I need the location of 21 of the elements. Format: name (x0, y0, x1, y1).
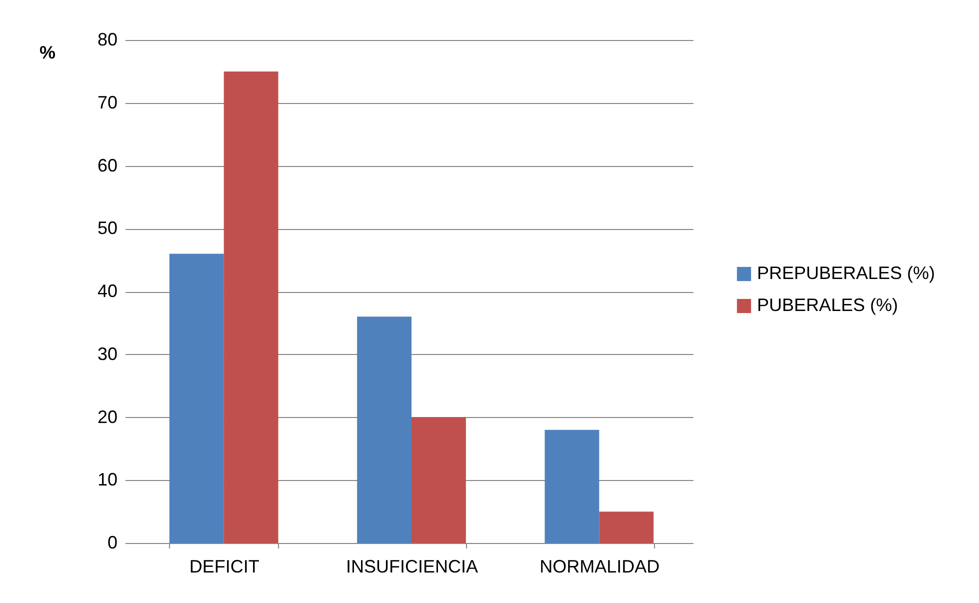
x-tick-label: DEFICIT (189, 556, 260, 576)
bar (224, 71, 278, 543)
y-tick-label: 10 (97, 470, 118, 490)
bar (412, 417, 466, 543)
y-tick-label: 80 (97, 30, 118, 50)
y-axis-title: % (39, 42, 56, 62)
y-tick-label: 70 (97, 92, 118, 112)
y-tick-label: 40 (97, 281, 118, 301)
y-tick-label: 0 (107, 532, 118, 552)
x-tick-label: INSUFICIENCIA (346, 556, 478, 576)
bar (599, 512, 654, 543)
legend-label: PREPUBERALES (%) (757, 263, 936, 283)
y-tick-label: 20 (97, 406, 118, 427)
legend-label: PUBERALES (%) (757, 295, 898, 315)
bar (357, 316, 412, 543)
bar (169, 254, 224, 543)
bar (544, 430, 600, 543)
x-tick-label: NORMALIDAD (540, 556, 660, 576)
y-tick-label: 30 (97, 344, 118, 364)
y-tick-label: 60 (97, 155, 118, 176)
y-tick-label: 50 (97, 218, 118, 238)
